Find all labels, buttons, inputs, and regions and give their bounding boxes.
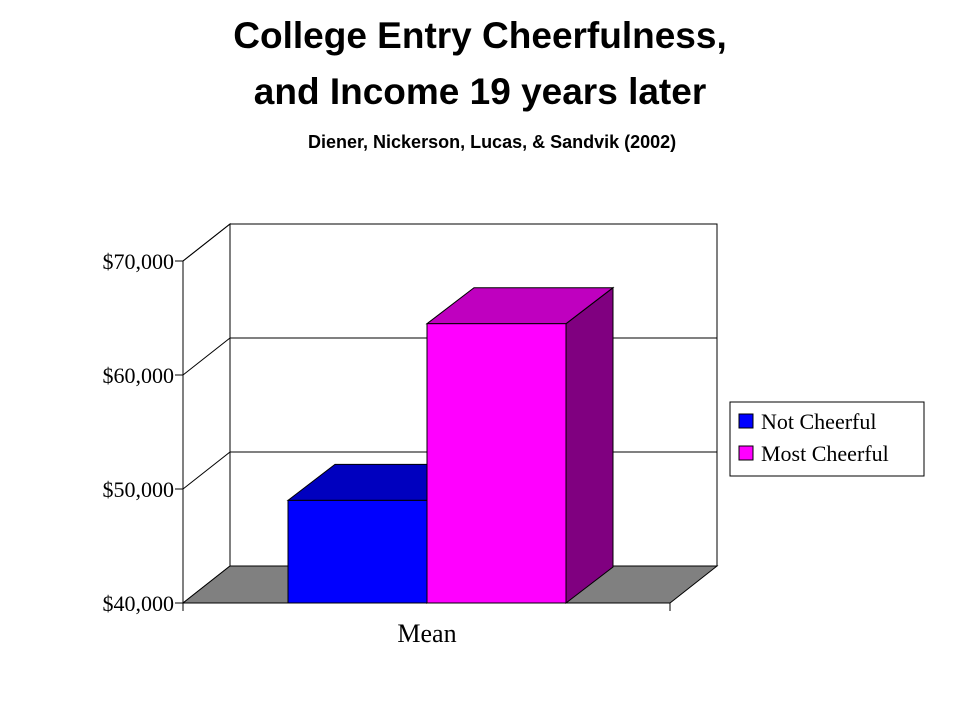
bar-0	[287, 499, 428, 604]
legend-label-1: Most Cheerful	[761, 441, 889, 466]
legend-box	[729, 401, 925, 477]
y-tick-label: $50,000	[103, 477, 175, 502]
legend-swatch-0	[738, 413, 754, 429]
bar-side-1	[565, 286, 614, 605]
side-wall	[182, 222, 231, 605]
gridline	[182, 223, 717, 262]
legend-swatch-1	[738, 445, 754, 461]
x-category-label: Mean	[397, 619, 456, 648]
chart-subtitle: Diener, Nickerson, Lucas, & Sandvik (200…	[308, 132, 677, 152]
bar-1	[426, 323, 567, 604]
y-tick-label: $40,000	[103, 591, 175, 616]
legend-label-0: Not Cheerful	[761, 409, 876, 434]
y-tick-label: $70,000	[103, 249, 175, 274]
chart-title-line1: College Entry Cheerfulness,	[233, 15, 727, 56]
chart-title: College Entry Cheerfulness, and Income 1…	[0, 8, 960, 120]
y-tick-label: $60,000	[103, 363, 175, 388]
chart-title-line2: and Income 19 years later	[253, 71, 707, 112]
